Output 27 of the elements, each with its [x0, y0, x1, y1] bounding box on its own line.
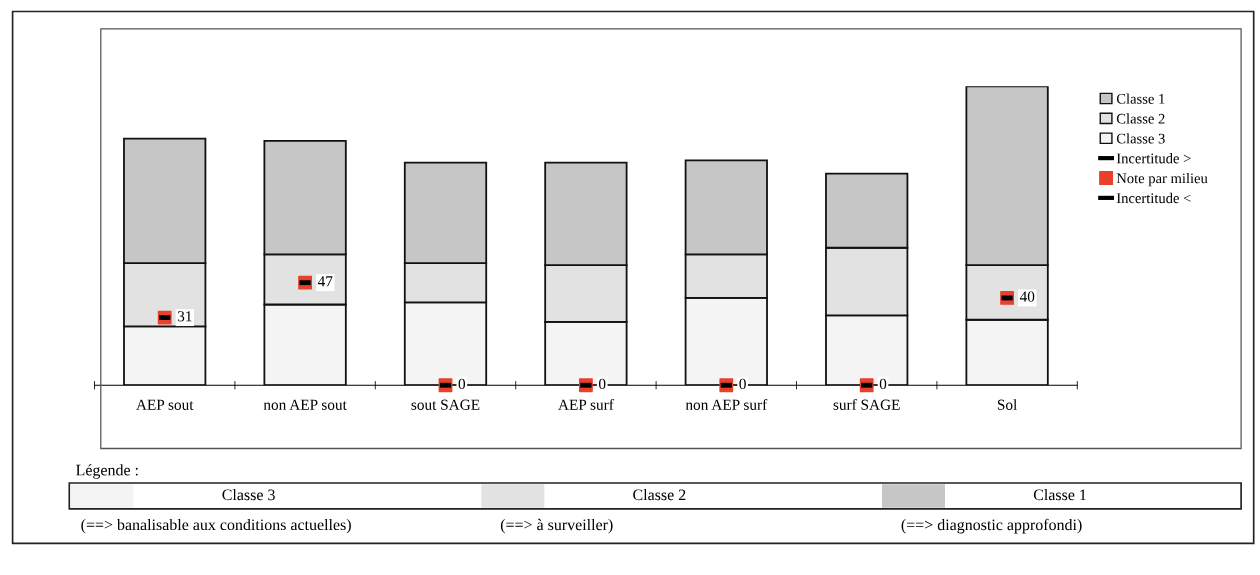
text: Incertitude <	[1116, 192, 1191, 204]
text: Classe 3	[222, 488, 275, 501]
text: Classe 2	[633, 488, 686, 501]
legend-label: Note par milieu	[1116, 172, 1208, 187]
x-tick-label: sout SAGE	[411, 399, 480, 410]
text: Incertitude >	[1116, 153, 1191, 164]
data-label: 47	[317, 276, 333, 287]
text: (==> à surveiller)	[500, 518, 613, 534]
x-tick-label: AEP sout	[136, 399, 194, 410]
data-label: 40	[1019, 291, 1035, 302]
data-label: 31	[177, 311, 192, 322]
x-tick-label: AEP surf	[558, 398, 614, 410]
data-label: 0	[879, 378, 887, 390]
x-tick-label: surf SAGE	[833, 398, 900, 410]
text: (==> banalisable aux conditions actuelles)	[81, 518, 351, 534]
text: Légende :	[76, 464, 138, 479]
x-tick-label: non AEP sout	[263, 399, 347, 410]
legend-label: Classe 2	[1116, 113, 1165, 124]
text: (==> diagnostic approfondi)	[901, 518, 1082, 534]
x-tick-label: Sol	[997, 399, 1017, 410]
data-label: 0	[598, 378, 606, 390]
data-label: 0	[739, 378, 746, 390]
text: Classe 1	[1033, 488, 1086, 501]
legend-label: Classe 3	[1116, 133, 1165, 144]
x-tick-label: non AEP surf	[685, 398, 768, 410]
legend-label: Classe 1	[1116, 93, 1165, 104]
data-label: 0	[458, 378, 466, 390]
